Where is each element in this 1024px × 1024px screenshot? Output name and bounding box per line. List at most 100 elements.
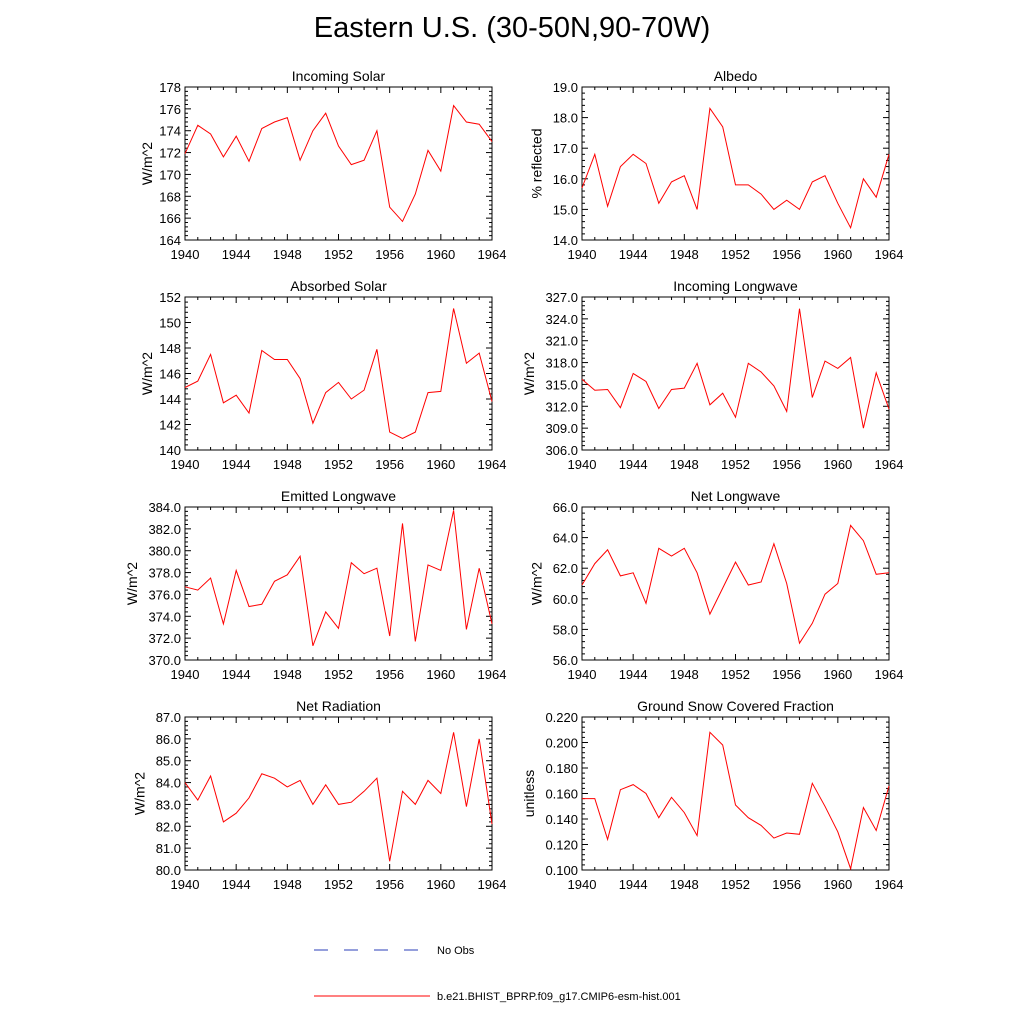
y-tick-label: 140 bbox=[159, 443, 181, 458]
y-tick-label: 87.0 bbox=[156, 710, 181, 725]
x-tick-label: 1960 bbox=[426, 457, 455, 472]
x-tick-label: 1964 bbox=[478, 877, 507, 892]
y-tick-label: 152 bbox=[159, 290, 181, 305]
series-line bbox=[581, 524, 890, 645]
x-tick-label: 1940 bbox=[171, 667, 200, 682]
y-axis-label: % reflected bbox=[529, 128, 545, 198]
y-tick-label: 15.0 bbox=[553, 202, 578, 217]
y-axis-label: unitless bbox=[521, 770, 537, 817]
y-tick-label: 178 bbox=[159, 80, 181, 95]
y-tick-label: 14.0 bbox=[553, 233, 578, 248]
x-tick-label: 1948 bbox=[273, 877, 302, 892]
y-tick-label: 86.0 bbox=[156, 732, 181, 747]
x-tick-label: 1952 bbox=[324, 877, 353, 892]
chart-title: Incoming Solar bbox=[292, 68, 386, 84]
y-tick-label: 84.0 bbox=[156, 776, 181, 791]
y-tick-label: 0.160 bbox=[545, 787, 578, 802]
chart-panel: Absorbed Solar 1940 1944 1948 1952 1956 1960 19… bbox=[139, 278, 506, 472]
x-tick-label: 1956 bbox=[375, 667, 404, 682]
series-line bbox=[582, 731, 890, 871]
x-tick-label: 1952 bbox=[324, 457, 353, 472]
y-tick-label: 0.100 bbox=[545, 863, 578, 878]
series-line bbox=[581, 308, 890, 429]
x-tick-label: 1948 bbox=[670, 457, 699, 472]
x-tick-label: 1964 bbox=[875, 457, 904, 472]
x-tick-label: 1956 bbox=[772, 667, 801, 682]
y-tick-label: 56.0 bbox=[553, 653, 578, 668]
y-tick-label: 380.0 bbox=[148, 544, 181, 559]
y-axis-label: W/m^2 bbox=[139, 142, 155, 185]
y-tick-label: 164 bbox=[159, 233, 181, 248]
y-tick-label: 374.0 bbox=[148, 609, 181, 624]
x-tick-label: 1952 bbox=[721, 877, 750, 892]
chart-title: Absorbed Solar bbox=[290, 278, 387, 294]
x-tick-label: 1940 bbox=[568, 247, 597, 262]
legend-obs-label: No Obs bbox=[437, 945, 475, 957]
y-tick-label: 327.0 bbox=[545, 290, 578, 305]
x-tick-label: 1956 bbox=[772, 457, 801, 472]
y-tick-label: 0.180 bbox=[545, 761, 578, 776]
chart-panel: Net Longwave 1940 1944 1948 1952 1956 1960 1964… bbox=[529, 488, 904, 682]
x-tick-label: 1940 bbox=[568, 457, 597, 472]
y-axis-label: W/m^2 bbox=[139, 352, 155, 395]
y-tick-label: 80.0 bbox=[156, 863, 181, 878]
x-tick-label: 1956 bbox=[772, 877, 801, 892]
plot-frame bbox=[581, 86, 890, 241]
y-tick-label: 312.0 bbox=[545, 399, 578, 414]
x-tick-label: 1956 bbox=[772, 247, 801, 262]
x-tick-label: 1956 bbox=[375, 877, 404, 892]
legend-model-label: b.e21.BHIST_BPRP.f09_g17.CMIP6-esm-hist.… bbox=[437, 991, 681, 1003]
y-tick-label: 0.220 bbox=[545, 710, 578, 725]
chart-title: Incoming Longwave bbox=[673, 278, 798, 294]
chart-panel: Incoming Solar 1940 1944 1948 1952 1956 1960 19… bbox=[139, 68, 506, 262]
y-tick-label: 324.0 bbox=[545, 312, 578, 327]
y-tick-label: 16.0 bbox=[553, 172, 578, 187]
x-tick-label: 1940 bbox=[568, 667, 597, 682]
x-tick-label: 1940 bbox=[568, 877, 597, 892]
y-tick-label: 64.0 bbox=[553, 531, 578, 546]
y-tick-label: 315.0 bbox=[545, 377, 578, 392]
y-tick-label: 62.0 bbox=[553, 561, 578, 576]
plot-frame bbox=[581, 506, 890, 661]
x-tick-label: 1952 bbox=[324, 667, 353, 682]
y-tick-label: 382.0 bbox=[148, 522, 181, 537]
x-tick-label: 1960 bbox=[426, 247, 455, 262]
y-tick-label: 170 bbox=[159, 167, 181, 182]
chart-title: Emitted Longwave bbox=[281, 488, 396, 504]
series-line bbox=[184, 308, 493, 440]
x-tick-label: 1960 bbox=[426, 877, 455, 892]
x-tick-label: 1944 bbox=[619, 457, 648, 472]
x-tick-label: 1964 bbox=[875, 247, 904, 262]
x-tick-label: 1952 bbox=[324, 247, 353, 262]
y-tick-label: 384.0 bbox=[148, 500, 181, 515]
x-tick-label: 1960 bbox=[823, 247, 852, 262]
y-tick-label: 142 bbox=[159, 418, 181, 433]
y-tick-label: 148 bbox=[159, 341, 181, 356]
x-tick-label: 1952 bbox=[721, 667, 750, 682]
y-tick-label: 378.0 bbox=[148, 566, 181, 581]
page-title: Eastern U.S. (30-50N,90-70W) bbox=[313, 12, 711, 44]
y-tick-label: 306.0 bbox=[545, 443, 578, 458]
chart-title: Albedo bbox=[714, 68, 758, 84]
y-tick-label: 318.0 bbox=[545, 356, 578, 371]
x-tick-label: 1964 bbox=[478, 667, 507, 682]
x-tick-label: 1940 bbox=[171, 247, 200, 262]
x-tick-label: 1944 bbox=[619, 667, 648, 682]
y-tick-label: 144 bbox=[159, 392, 181, 407]
x-tick-label: 1948 bbox=[273, 667, 302, 682]
y-tick-label: 19.0 bbox=[553, 80, 578, 95]
chart-panel: Albedo 1940 1944 1948 1952 1956 1960 1964 14.0 15… bbox=[529, 68, 904, 262]
series-line bbox=[184, 510, 493, 646]
plot-frame bbox=[184, 506, 493, 661]
chart-title: Net Longwave bbox=[691, 488, 781, 504]
x-tick-label: 1944 bbox=[222, 457, 251, 472]
plot-frame bbox=[184, 296, 493, 451]
chart-panel: Incoming Longwave 1940 1944 1948 1952 1956 196… bbox=[521, 278, 903, 472]
x-tick-label: 1948 bbox=[273, 247, 302, 262]
y-tick-label: 17.0 bbox=[553, 141, 578, 156]
x-tick-label: 1944 bbox=[222, 247, 251, 262]
y-tick-label: 66.0 bbox=[553, 500, 578, 515]
chart-title: Net Radiation bbox=[296, 698, 381, 714]
x-tick-label: 1952 bbox=[721, 457, 750, 472]
y-tick-label: 376.0 bbox=[148, 587, 181, 602]
